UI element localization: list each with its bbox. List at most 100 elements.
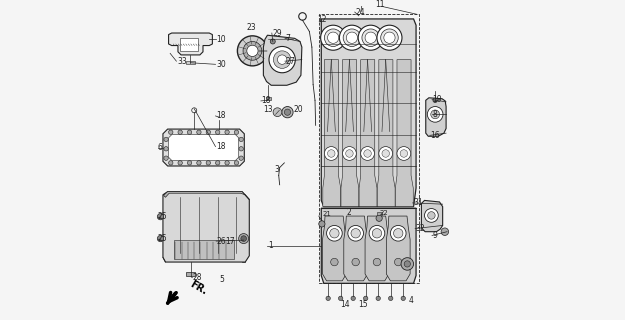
Text: 8: 8 — [432, 110, 437, 119]
Text: 1: 1 — [268, 241, 272, 250]
Text: 6: 6 — [158, 143, 162, 152]
Text: 27: 27 — [286, 57, 295, 66]
Text: 31: 31 — [413, 198, 423, 207]
Text: 21: 21 — [322, 211, 331, 217]
Circle shape — [361, 147, 374, 160]
Circle shape — [216, 130, 220, 134]
Circle shape — [178, 161, 182, 165]
Circle shape — [389, 296, 393, 300]
Text: 20: 20 — [294, 105, 303, 114]
Circle shape — [321, 25, 346, 50]
Polygon shape — [321, 208, 416, 283]
Circle shape — [328, 32, 339, 43]
Text: 30: 30 — [216, 60, 226, 69]
Polygon shape — [164, 192, 249, 199]
Text: 9: 9 — [432, 231, 437, 240]
Circle shape — [282, 107, 293, 118]
Circle shape — [384, 32, 395, 43]
Circle shape — [158, 213, 164, 220]
Text: 3: 3 — [275, 164, 279, 174]
Circle shape — [273, 108, 282, 116]
Polygon shape — [163, 129, 244, 166]
Circle shape — [381, 29, 398, 46]
Circle shape — [401, 258, 414, 270]
Circle shape — [343, 29, 361, 46]
Circle shape — [319, 221, 325, 227]
Circle shape — [369, 226, 385, 241]
Text: 26: 26 — [217, 236, 226, 245]
Circle shape — [225, 130, 229, 134]
Circle shape — [352, 258, 359, 266]
Circle shape — [394, 258, 402, 266]
Polygon shape — [386, 216, 410, 281]
Polygon shape — [344, 216, 367, 281]
Circle shape — [376, 215, 382, 221]
Circle shape — [376, 296, 381, 300]
Circle shape — [178, 130, 182, 134]
Circle shape — [164, 156, 168, 160]
Circle shape — [324, 29, 342, 46]
Circle shape — [373, 258, 381, 266]
Text: 33: 33 — [177, 57, 187, 66]
Text: 15: 15 — [358, 300, 367, 309]
Polygon shape — [426, 98, 446, 136]
Text: FR.: FR. — [188, 279, 209, 297]
Text: 11: 11 — [376, 0, 385, 9]
Polygon shape — [378, 60, 395, 207]
Circle shape — [188, 161, 192, 165]
Text: 16: 16 — [431, 131, 440, 140]
Circle shape — [400, 150, 408, 157]
Circle shape — [269, 46, 295, 73]
Circle shape — [238, 36, 268, 66]
Polygon shape — [421, 200, 442, 232]
Polygon shape — [169, 33, 212, 55]
Circle shape — [326, 296, 331, 300]
Text: 29: 29 — [272, 28, 282, 37]
Polygon shape — [359, 60, 377, 207]
Circle shape — [239, 234, 249, 244]
Circle shape — [358, 25, 383, 50]
Circle shape — [351, 228, 361, 238]
Circle shape — [239, 137, 243, 141]
Polygon shape — [323, 60, 341, 207]
Circle shape — [331, 258, 338, 266]
Circle shape — [247, 45, 258, 57]
Circle shape — [327, 226, 342, 241]
Circle shape — [328, 150, 335, 157]
Circle shape — [234, 130, 239, 134]
Bar — [186, 272, 195, 276]
Circle shape — [397, 147, 411, 160]
Circle shape — [241, 236, 246, 241]
Polygon shape — [263, 35, 302, 85]
Bar — [319, 14, 419, 283]
Circle shape — [197, 130, 201, 134]
Circle shape — [394, 228, 403, 238]
Circle shape — [364, 296, 368, 300]
Circle shape — [364, 150, 371, 157]
Circle shape — [365, 32, 376, 43]
Circle shape — [361, 0, 364, 3]
Circle shape — [197, 161, 201, 165]
Polygon shape — [321, 19, 416, 207]
Circle shape — [401, 296, 406, 300]
Circle shape — [372, 228, 382, 238]
Circle shape — [324, 147, 338, 160]
Circle shape — [346, 32, 358, 43]
Polygon shape — [365, 216, 389, 281]
Polygon shape — [163, 192, 249, 262]
Text: 32: 32 — [416, 224, 426, 233]
Circle shape — [169, 161, 173, 165]
Bar — [186, 61, 195, 64]
Circle shape — [216, 161, 220, 165]
Text: 7: 7 — [286, 34, 291, 43]
Circle shape — [377, 25, 402, 50]
Circle shape — [239, 156, 243, 160]
Circle shape — [284, 109, 291, 115]
Circle shape — [362, 29, 379, 46]
Circle shape — [273, 51, 291, 68]
Circle shape — [270, 39, 275, 44]
Text: 12: 12 — [318, 15, 327, 24]
Circle shape — [346, 150, 353, 157]
Text: 25: 25 — [158, 234, 168, 243]
Circle shape — [441, 228, 449, 236]
